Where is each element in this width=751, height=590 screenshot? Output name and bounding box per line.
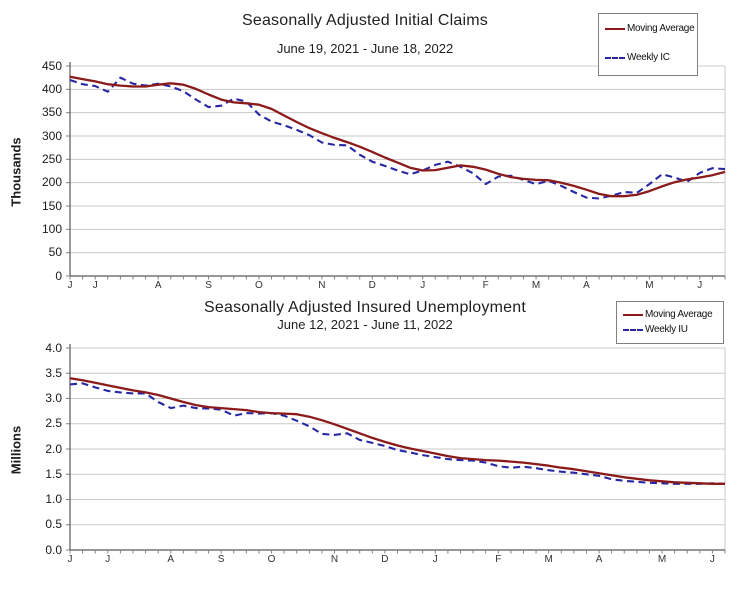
y-tick-label: 1.0	[45, 492, 62, 506]
month-label: N	[318, 280, 326, 291]
legend-item-weekly-ic: Weekly IC	[605, 52, 694, 63]
legend-item-weekly-iu: Weekly IU	[623, 324, 720, 335]
month-label: J	[105, 554, 111, 565]
y-tick-label: 50	[48, 245, 62, 260]
month-label: J	[432, 554, 438, 565]
iu-weekly-line	[69, 382, 726, 485]
month-label: J	[420, 280, 426, 291]
moving-average-line-swatch-icon	[623, 313, 643, 316]
y-tick-label: 3.5	[45, 365, 62, 380]
legend-item-moving-average: Moving Average	[623, 309, 720, 320]
y-tick-label: 4.0	[45, 340, 62, 355]
moving-average-line-swatch-icon	[605, 27, 625, 30]
insured-unemployment-subtitle: June 12, 2021 - June 11, 2022	[277, 317, 453, 332]
legend-item-moving-average: Moving Average	[605, 23, 695, 34]
y-tick-label: 100	[41, 221, 62, 236]
month-label: J	[92, 280, 98, 291]
month-label: M	[645, 280, 654, 291]
y-tick-label: 0.5	[45, 517, 62, 532]
y-tick-label: 1.5	[45, 466, 62, 481]
legend-label: Weekly IC	[627, 52, 670, 63]
month-label: O	[267, 554, 276, 565]
month-label: F	[495, 554, 502, 565]
y-tick-label: 200	[41, 175, 62, 190]
month-label: A	[583, 280, 590, 291]
y-tick-label: 300	[41, 128, 62, 143]
month-label: S	[205, 280, 212, 291]
month-label: M	[544, 554, 553, 565]
month-label: J	[709, 554, 715, 565]
y-tick-label: 3.0	[45, 391, 62, 405]
weekly-iu-line-swatch-icon	[623, 328, 643, 331]
legend-label: Moving Average	[627, 23, 695, 34]
y-tick-label: 0.0	[45, 542, 62, 557]
initial-claims-subtitle: June 19, 2021 - June 18, 2022	[276, 41, 454, 56]
ic-weekly-line	[69, 76, 726, 200]
y-tick-label: 400	[41, 81, 62, 96]
y-tick-label: 250	[41, 151, 62, 166]
weekly-ic-line-swatch-icon	[605, 56, 625, 59]
y-tick-label: 350	[41, 105, 62, 120]
month-label: O	[255, 280, 263, 291]
insured-unemployment-title: Seasonally Adjusted Insured Unemployment	[204, 299, 526, 316]
legend-label: Weekly IU	[645, 324, 688, 335]
month-label: M	[657, 554, 667, 565]
month-label: A	[167, 554, 175, 565]
month-label: N	[330, 554, 339, 565]
month-label: J	[67, 280, 73, 291]
y-tick-label: 2.0	[45, 441, 62, 456]
insured-unemployment-legend: Moving Average Weekly IU	[616, 301, 724, 344]
iu-moving-average-line	[69, 377, 725, 485]
month-label: J	[67, 554, 73, 565]
initial-claims-legend: Moving Average Weekly IC	[598, 13, 698, 76]
y-tick-label: 150	[41, 198, 62, 213]
month-label: A	[154, 280, 162, 291]
legend-label: Moving Average	[645, 309, 713, 320]
month-label: J	[697, 280, 703, 291]
month-label: M	[531, 280, 541, 291]
ic-moving-average-line	[69, 75, 726, 198]
month-label: D	[381, 554, 389, 565]
month-label: D	[368, 280, 376, 291]
initial-claims-title: Seasonally Adjusted Initial Claims	[241, 12, 489, 29]
y-tick-label: 450	[41, 58, 62, 73]
month-label: A	[595, 554, 603, 565]
y-tick-label: 0	[55, 268, 62, 283]
month-label: F	[482, 280, 489, 291]
month-label: S	[217, 554, 225, 565]
y-tick-label: 2.5	[45, 416, 62, 431]
